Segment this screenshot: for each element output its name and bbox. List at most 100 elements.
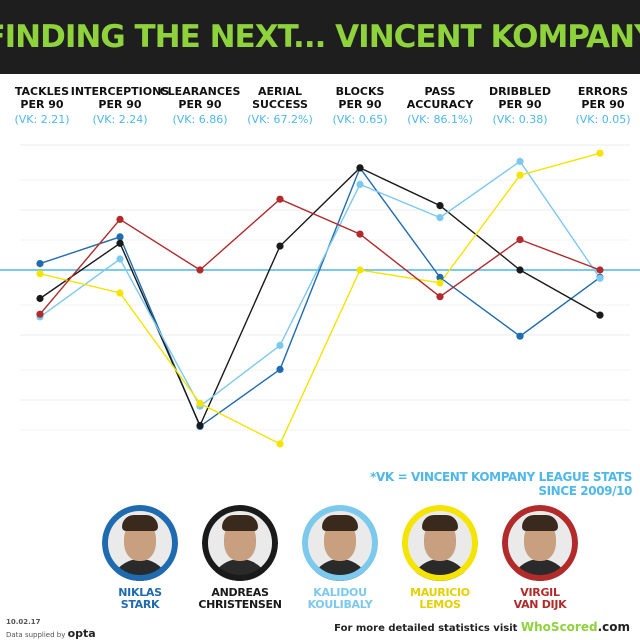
category-reference-value: (VK: 6.86)	[172, 113, 227, 126]
avatar-ring	[102, 505, 178, 581]
player-card: MAURICIO LEMOS	[380, 505, 500, 611]
data-point	[36, 310, 44, 318]
data-point	[596, 149, 604, 157]
avatar-ring	[402, 505, 478, 581]
page-title: FINDING THE NEXT... VINCENT KOMPANY	[0, 19, 640, 55]
whoscored-name: WhoScored	[520, 620, 598, 634]
player-first-name: MAURICIO	[410, 586, 470, 599]
footer-data-credit: Data supplied by opta	[6, 627, 96, 640]
series-line	[39, 166, 601, 428]
category-label-line2: PER 90	[178, 98, 222, 111]
data-point	[116, 255, 124, 263]
whoscored-logo[interactable]: WhoScored.com	[521, 620, 630, 634]
data-point	[276, 195, 284, 203]
category-label-line1: ERRORS	[578, 85, 628, 98]
data-point	[36, 270, 44, 278]
data-point	[436, 273, 444, 281]
data-point	[276, 365, 284, 373]
data-point	[276, 341, 284, 349]
category-label-line1: CLEARANCES	[160, 85, 241, 98]
category-reference-value: (VK: 2.24)	[92, 113, 147, 126]
data-point	[36, 294, 44, 303]
player-first-name: NIKLAS	[118, 586, 162, 599]
data-point	[36, 260, 44, 268]
category-label-line2: PER 90	[20, 98, 64, 111]
data-point	[436, 279, 444, 287]
data-point	[276, 242, 284, 250]
data-point	[116, 239, 124, 247]
category-label-line2: PER 90	[498, 98, 542, 111]
footnote: *VK = VINCENT KOMPANY LEAGUE STATS SINCE…	[370, 470, 632, 498]
data-point	[596, 266, 604, 274]
visit-label: For more detailed statistics visit	[334, 623, 518, 634]
data-point	[356, 180, 364, 188]
data-point	[196, 399, 204, 407]
data-point	[276, 440, 284, 448]
avatar-ring	[502, 505, 578, 581]
category-label-line1: TACKLES	[15, 85, 69, 98]
data-point	[356, 230, 364, 238]
player-card: KALIDOU KOULIBALY	[280, 505, 400, 611]
avatar-ring	[202, 505, 278, 581]
data-point	[116, 215, 124, 223]
data-supplied-label: Data supplied by	[6, 631, 66, 639]
category-reference-value: (VK: 67.2%)	[247, 113, 312, 126]
player-first-name: ANDREAS	[211, 586, 269, 599]
player-name: VIRGIL VAN DIJK	[480, 587, 600, 611]
player-card: ANDREAS CHRISTENSEN	[180, 505, 300, 611]
player-last-name: CHRISTENSEN	[198, 598, 282, 611]
category-label-line2: PER 90	[338, 98, 382, 111]
player-name: MAURICIO LEMOS	[380, 587, 500, 611]
series-line	[39, 152, 601, 445]
series-line	[39, 160, 601, 408]
data-point	[356, 164, 364, 172]
category-label-line2: PER 90	[98, 98, 142, 111]
avatar-ring	[302, 505, 378, 581]
player-avatar	[402, 505, 478, 581]
category-label-line1: BLOCKS	[336, 85, 385, 98]
player-last-name: STARK	[120, 598, 160, 611]
player-avatar	[502, 505, 578, 581]
data-point	[596, 274, 604, 282]
player-last-name: LEMOS	[419, 598, 461, 611]
category-label-line2: SUCCESS	[252, 98, 308, 111]
category-reference-value: (VK: 0.05)	[575, 113, 630, 126]
data-point	[196, 266, 204, 274]
player-name: KALIDOU KOULIBALY	[280, 587, 400, 611]
player-card: NIKLAS STARK	[80, 505, 200, 611]
category-label-line2: PER 90	[581, 98, 625, 111]
player-first-name: VIRGIL	[520, 586, 560, 599]
category-reference-value: (VK: 0.38)	[492, 113, 547, 126]
footer-date: 10.02.17	[6, 618, 41, 626]
series-line	[39, 198, 601, 315]
data-point	[356, 266, 364, 274]
category-reference-value: (VK: 86.1%)	[407, 113, 472, 126]
data-point	[516, 171, 524, 179]
player-legend: NIKLAS STARK ANDREAS CHRISTENSEN KALIDOU KOUL…	[0, 505, 640, 615]
data-point	[116, 233, 124, 241]
footer-visit: For more detailed statistics visit WhoSc…	[334, 620, 630, 634]
category-label-line1: DRIBBLED	[489, 85, 551, 98]
data-point	[436, 202, 444, 210]
player-avatar	[202, 505, 278, 581]
player-last-name: VAN DIJK	[513, 598, 567, 611]
category-reference-value: (VK: 2.21)	[14, 113, 69, 126]
data-point	[436, 214, 444, 222]
series-line	[39, 167, 601, 428]
opta-logo: opta	[67, 627, 96, 640]
category-label-line1: PASS	[425, 85, 456, 98]
data-point	[596, 311, 604, 319]
data-point	[516, 332, 524, 340]
data-point	[196, 421, 204, 430]
category-reference-value: (VK: 0.65)	[332, 113, 387, 126]
player-avatar	[102, 505, 178, 581]
data-point	[516, 157, 524, 165]
header-banner: FINDING THE NEXT... VINCENT KOMPANY	[0, 0, 640, 74]
player-avatar	[302, 505, 378, 581]
category-label-line1: AERIAL	[258, 85, 302, 98]
player-card: VIRGIL VAN DIJK	[480, 505, 600, 611]
category-label-line1: INTERCEPTIONS	[71, 85, 170, 98]
data-point	[436, 293, 444, 301]
player-first-name: KALIDOU	[313, 586, 367, 599]
